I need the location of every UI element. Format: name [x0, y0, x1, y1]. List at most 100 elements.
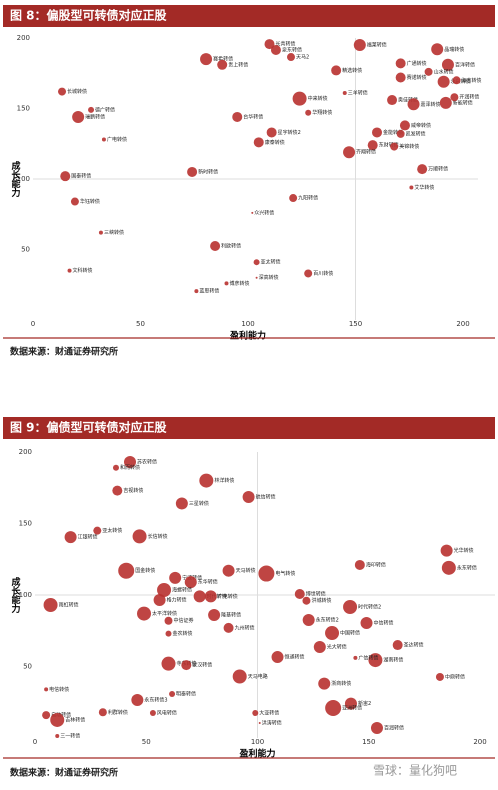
bubble — [424, 67, 433, 76]
bubble — [101, 137, 106, 142]
bubble-label: 太平洋转债 — [152, 610, 177, 617]
bubble — [437, 75, 450, 88]
x-tick-label: 50 — [136, 320, 145, 328]
bubble — [232, 669, 247, 684]
bubble-label: 国泰转债 — [71, 173, 91, 180]
bubble-label: 浙商转债 — [331, 680, 351, 687]
bubble-label: 长信转债 — [148, 533, 168, 540]
bubble — [368, 653, 383, 668]
bubble — [98, 708, 107, 717]
bubble-label: 贵上转债 — [228, 61, 248, 68]
bubble — [210, 240, 221, 251]
bubble — [217, 59, 228, 70]
bubble — [222, 564, 235, 577]
bubble-label: 永兴转债 — [451, 78, 471, 85]
bubble — [204, 590, 217, 603]
bubble — [343, 146, 356, 159]
bubble — [157, 582, 172, 597]
bubble — [72, 110, 85, 123]
bubble — [304, 269, 313, 278]
bubble-label: 文科转债 — [73, 267, 93, 274]
bubble-label: 星宇转债2 — [278, 129, 301, 136]
bubble — [55, 733, 60, 738]
bubble-label: 光大转债 — [327, 644, 347, 651]
bubble-label: 光华转债 — [454, 547, 474, 554]
bubble-label: 海螺转债 — [172, 586, 192, 593]
bubble — [199, 473, 214, 488]
source-note: 数据来源：财通证券研究所 — [10, 767, 118, 779]
bubble — [266, 127, 277, 138]
bubble-label: 康泰转债 — [265, 139, 285, 146]
bubble — [93, 526, 102, 535]
bubble-label: 艾华转债 — [414, 184, 434, 191]
bubble-label: 广信转债 — [358, 654, 378, 661]
bubble-label: 永东转债2 — [316, 617, 339, 624]
y-tick-label: 150 — [17, 105, 30, 113]
bubble — [194, 289, 199, 294]
y-axis-label: 成长能力 — [10, 160, 21, 198]
bubble-label: 天马转债 — [236, 567, 256, 574]
bubble — [187, 166, 198, 177]
bubble-label: 圣达转债 — [404, 642, 424, 649]
bubble — [372, 127, 382, 138]
bubble — [370, 721, 383, 734]
bubble-label: 嘉泽转债 — [421, 101, 441, 108]
bubble — [313, 641, 326, 654]
x-tick-label: 150 — [349, 320, 362, 328]
bubble-label: 三峡转债 — [104, 229, 124, 236]
bubble-label: 恒通转债 — [285, 654, 305, 661]
bubble — [251, 211, 254, 214]
bubble-label: 亚洲转债 — [342, 704, 362, 711]
x-tick-label: 200 — [456, 320, 469, 328]
bubble-label: 众兴转债 — [254, 209, 274, 216]
bubble — [439, 96, 452, 109]
bubble-label: 电气转债 — [275, 570, 295, 577]
bubble-label: 江银转债 — [78, 534, 98, 541]
bubble — [232, 111, 243, 122]
bubble-label: 博彦转债 — [230, 280, 250, 287]
bubble — [252, 709, 259, 716]
x-tick-label: 100 — [241, 320, 254, 328]
bubble-label: 瑞鹏转债 — [85, 113, 105, 120]
bubble-label: 长青转债 — [276, 41, 296, 48]
source-note: 数据来源：财通证券研究所 — [10, 346, 118, 358]
bubble — [161, 656, 176, 671]
bubble — [184, 576, 197, 589]
bubble-label: 和而转债 — [120, 464, 140, 471]
bubble-label: 百川转债 — [313, 270, 333, 277]
bubble — [200, 53, 213, 66]
bubble — [60, 171, 71, 182]
y-axis-label: 成长能力 — [10, 576, 21, 614]
x-axis-label: 盈利能力 — [238, 748, 275, 760]
bubble-label: 凯发转债 — [406, 130, 426, 137]
bubble — [292, 91, 307, 106]
bubble-label: 风电转债 — [157, 709, 177, 716]
y-tick-label: 150 — [19, 520, 32, 528]
bubble-label: 永东转债 — [457, 564, 477, 571]
bubble — [452, 76, 461, 85]
bubble — [353, 655, 358, 660]
bubble-label: 广电转债 — [107, 136, 127, 143]
bubble — [258, 721, 261, 724]
bubble-label: 亚太转债 — [261, 259, 281, 266]
bubble — [181, 660, 192, 671]
bubble-label: 洪城转债 — [311, 597, 331, 604]
bubble-label: 隆基转债 — [221, 612, 241, 619]
bubble — [165, 630, 172, 637]
bubble-label: 三一转债 — [60, 732, 80, 739]
bubble-label: 吉视转债 — [123, 487, 143, 494]
bubble — [149, 709, 156, 716]
bubble — [224, 281, 229, 286]
bubble — [318, 677, 331, 690]
bubble-label: 华翔转债 — [312, 109, 332, 116]
bubble — [392, 640, 403, 651]
bubble-label: 奥佳转债 — [398, 97, 418, 104]
bubble — [43, 598, 58, 613]
bubble — [399, 120, 410, 131]
bubble-label: 美锦转债 — [399, 143, 419, 150]
bubble — [441, 560, 456, 575]
x-tick-label: 150 — [362, 738, 375, 746]
bubble-label: 格力转债 — [167, 597, 187, 604]
bubble — [131, 693, 144, 706]
